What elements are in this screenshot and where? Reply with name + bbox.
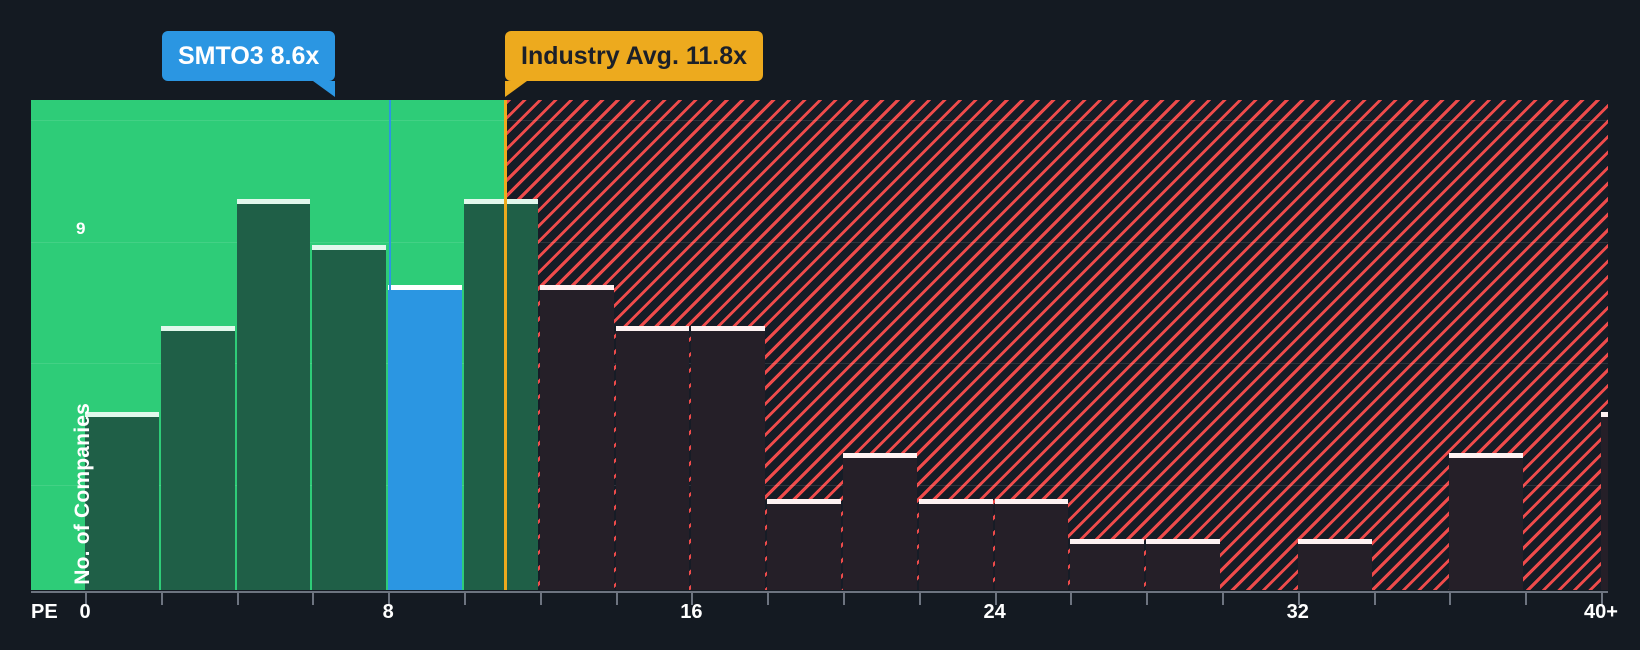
x-axis-tick: [1449, 593, 1452, 605]
x-axis-caption: PE: [31, 601, 58, 623]
x-axis-tick: [767, 593, 770, 605]
y-axis-max-label: 9: [76, 219, 86, 238]
histogram-bar[interactable]: [464, 199, 538, 590]
histogram-bar[interactable]: [236, 199, 311, 590]
bar-cap: [160, 325, 235, 331]
x-axis-tick: [85, 593, 87, 605]
x-axis-tick: [388, 593, 391, 605]
gridline: [31, 485, 1608, 486]
industry-avg-callout-label: Industry Avg. 11.8x: [521, 41, 748, 70]
company-pe-marker-line: [389, 100, 391, 330]
histogram-bar[interactable]: [312, 244, 387, 590]
plot-area: 9 No. of Companies: [31, 100, 1608, 590]
x-axis-tick: [1373, 593, 1376, 605]
x-axis-tick-label: 0: [79, 601, 91, 623]
bar-cap: [85, 412, 159, 418]
bar-cap: [236, 199, 311, 205]
bar-cap: [1070, 539, 1145, 545]
histogram-bar[interactable]: [1146, 539, 1220, 590]
x-axis-tick: [1146, 593, 1149, 605]
bar-cap: [691, 325, 766, 331]
x-axis-tick: [312, 593, 315, 605]
x-axis-line: [31, 591, 1608, 593]
x-axis-tick-label: 24: [983, 601, 1006, 623]
histogram-bar[interactable]: [85, 412, 159, 590]
bar-cap: [615, 325, 690, 331]
bar-cap: [1146, 539, 1220, 545]
histogram-bar[interactable]: [1601, 412, 1608, 590]
histogram-bar[interactable]: [1070, 539, 1145, 590]
histogram-bar[interactable]: [1449, 452, 1524, 590]
bar-cap: [918, 498, 993, 504]
bar-cap: [1297, 539, 1372, 545]
industry-avg-callout[interactable]: Industry Avg. 11.8x: [505, 31, 764, 97]
x-axis-tick: [691, 593, 694, 605]
x-axis-tick: [994, 593, 997, 605]
x-axis-tick: [1222, 593, 1224, 605]
x-axis-tick: [615, 593, 618, 605]
bar-cap: [1601, 412, 1608, 418]
company-pe-callout[interactable]: SMTO3 8.6x: [162, 31, 336, 97]
x-axis-tick: [236, 593, 239, 605]
x-axis-tick-label: 40+: [1584, 601, 1618, 623]
x-axis-tick-label: 16: [680, 601, 703, 623]
x-axis-tick-label: 8: [382, 601, 394, 623]
histogram-bar[interactable]: [767, 498, 841, 590]
x-axis-tick: [1601, 593, 1603, 605]
x-axis-tick: [1297, 593, 1300, 605]
y-axis-label: No. of Companies: [71, 403, 94, 585]
histogram-bar[interactable]: [691, 325, 766, 590]
bar-cap: [464, 199, 538, 205]
bar-cap: [767, 498, 841, 504]
gridline: [31, 242, 1608, 243]
gridline: [31, 363, 1608, 364]
x-axis-tick: [1525, 593, 1528, 605]
histogram-bar[interactable]: [615, 325, 690, 590]
x-axis-tick: [160, 593, 163, 605]
bar-cap: [843, 452, 917, 458]
bar-cap: [539, 285, 614, 291]
x-axis-tick: [843, 593, 845, 605]
x-axis-tick-label: 32: [1286, 601, 1309, 623]
histogram-bar[interactable]: [843, 452, 917, 590]
x-axis-tick: [918, 593, 921, 605]
x-axis-tick: [539, 593, 542, 605]
callout-tail-icon: [313, 81, 336, 97]
bar-cap: [388, 285, 462, 291]
histogram-bar[interactable]: [918, 498, 993, 590]
histogram-bar[interactable]: [160, 325, 235, 590]
histogram-bar[interactable]: [539, 285, 614, 590]
bar-cap: [312, 244, 387, 250]
histogram-bar[interactable]: [388, 285, 462, 590]
gridline: [31, 120, 1608, 121]
x-axis-tick: [1070, 593, 1073, 605]
callout-tail-icon: [505, 81, 527, 97]
bar-cap: [1449, 452, 1524, 458]
x-axis-tick: [464, 593, 466, 605]
bar-cap: [994, 498, 1069, 504]
histogram-bar[interactable]: [1297, 539, 1372, 590]
histogram-bar[interactable]: [994, 498, 1069, 590]
company-pe-callout-label: SMTO3 8.6x: [178, 41, 320, 70]
industry-avg-marker-line: [504, 100, 507, 590]
